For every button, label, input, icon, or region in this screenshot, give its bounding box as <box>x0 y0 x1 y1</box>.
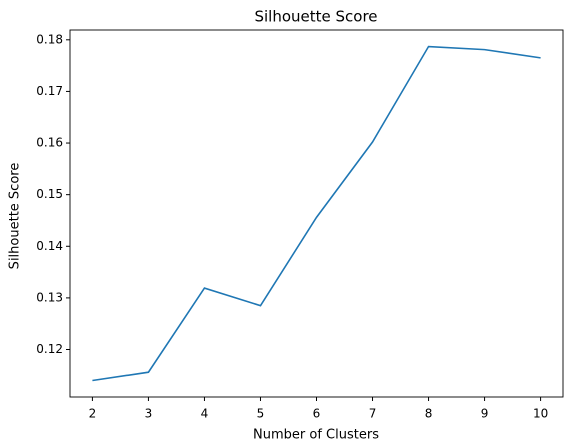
y-tick-label: 0.14 <box>36 239 63 253</box>
x-tick-label: 2 <box>89 407 97 421</box>
x-tick-label: 5 <box>257 407 265 421</box>
y-tick-label: 0.18 <box>36 32 63 46</box>
x-tick-label: 10 <box>533 407 548 421</box>
y-tick-label: 0.15 <box>36 187 63 201</box>
x-tick-label: 9 <box>481 407 489 421</box>
x-axis-label: Number of Clusters <box>253 428 379 443</box>
x-tick-label: 6 <box>313 407 321 421</box>
y-tick-label: 0.13 <box>36 290 63 304</box>
x-tick-label: 3 <box>145 407 153 421</box>
x-tick-label: 4 <box>201 407 209 421</box>
line <box>92 45 541 382</box>
chart-title: Silhouette Score <box>254 8 377 26</box>
y-axis-label: Silhouette Score <box>8 163 23 270</box>
y-tick-label: 0.17 <box>36 84 63 98</box>
plot-frame <box>69 29 564 398</box>
y-tick-label: 0.12 <box>36 342 63 356</box>
x-tick-label: 7 <box>369 407 377 421</box>
y-tick-label: 0.16 <box>36 136 63 150</box>
x-tick-label: 8 <box>425 407 433 421</box>
